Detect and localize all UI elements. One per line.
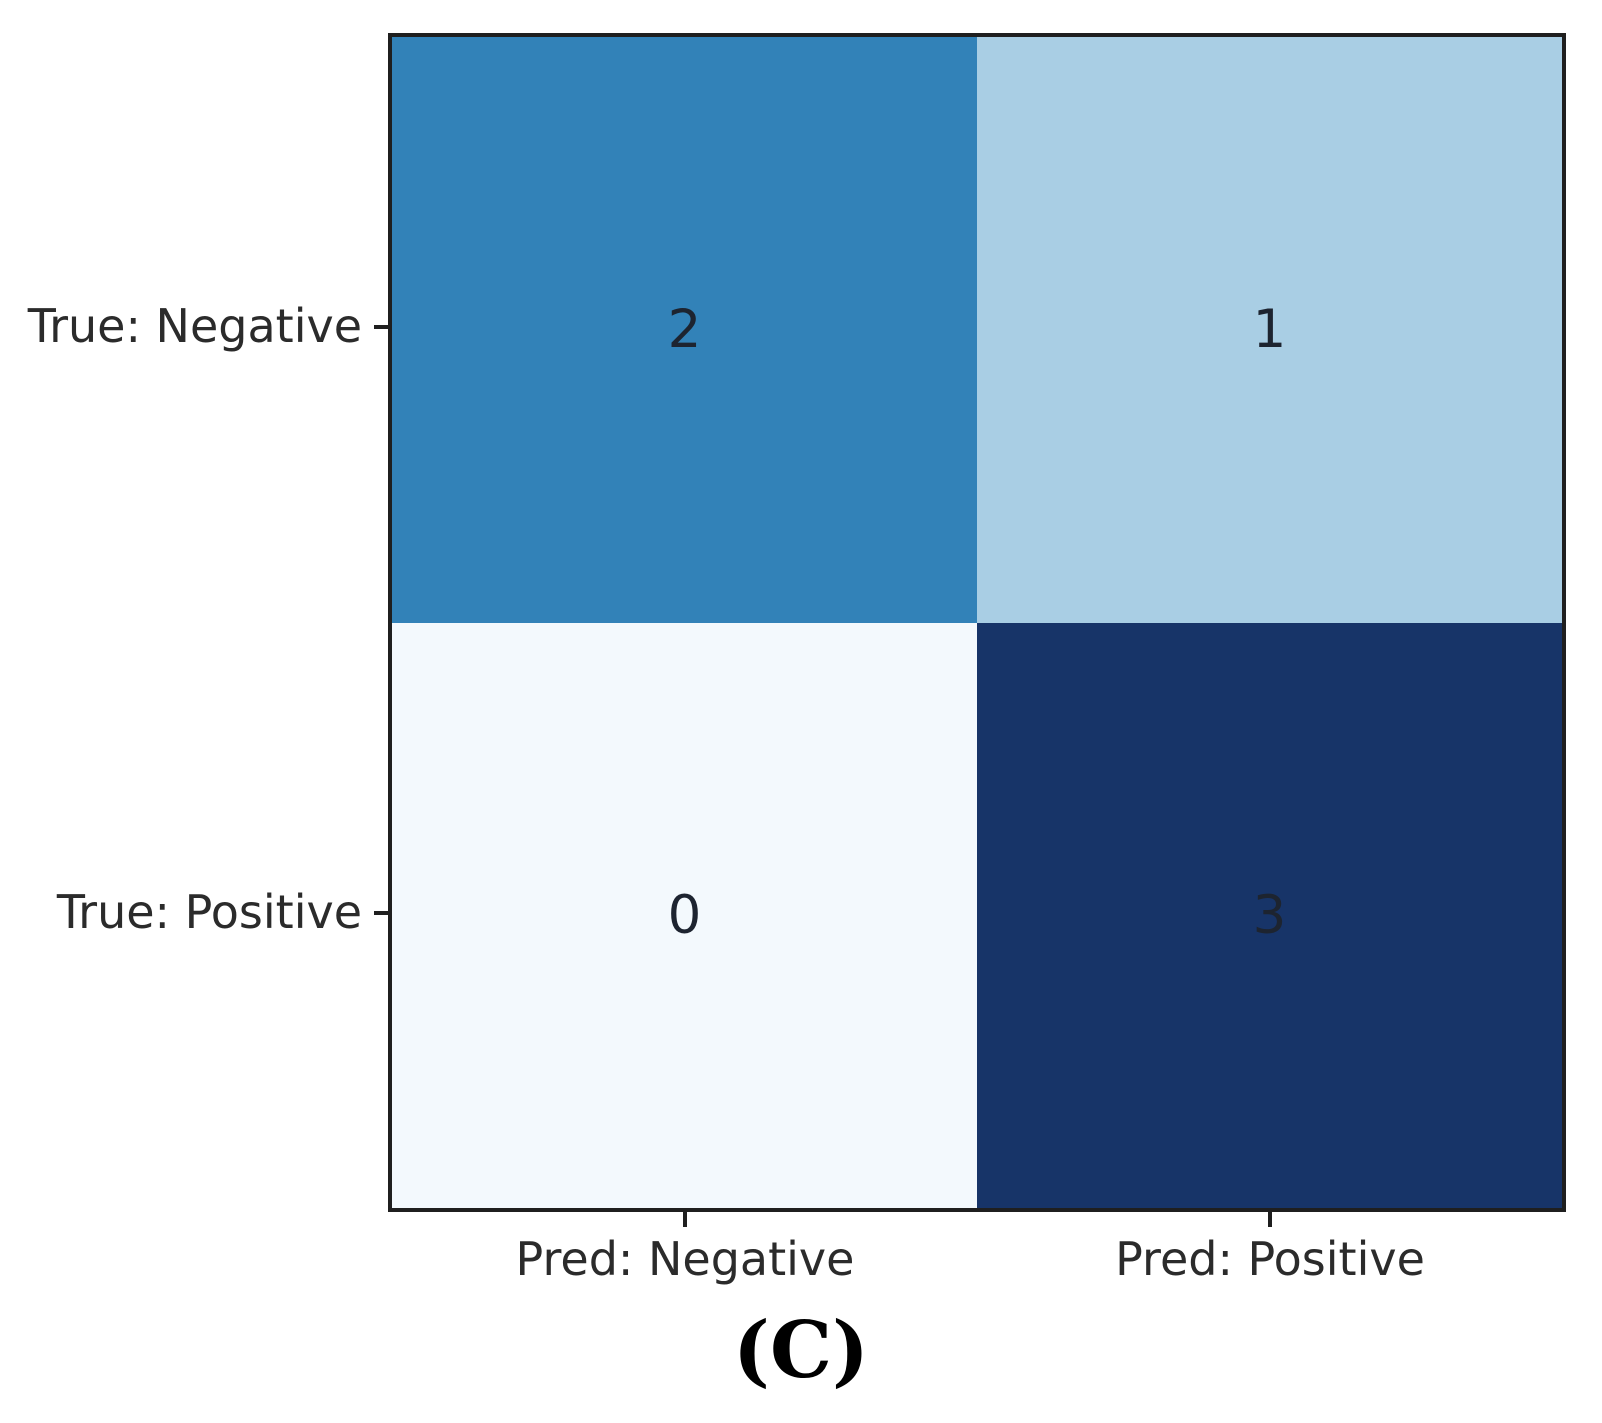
ytick-label-true-negative: True: Negative xyxy=(27,298,362,353)
cell-value-tp: 3 xyxy=(1252,884,1287,946)
cell-value-fp: 1 xyxy=(1252,299,1287,361)
heatmap-grid: 2 1 0 3 xyxy=(388,33,1566,1212)
xtick-mark-left xyxy=(683,1212,687,1227)
ytick-mark-bottom xyxy=(374,911,389,915)
xtick-label-pred-positive: Pred: Positive xyxy=(1115,1232,1425,1286)
cell-value-fn: 0 xyxy=(667,884,702,946)
xtick-label-pred-negative: Pred: Negative xyxy=(515,1232,855,1286)
figure-caption: (C) xyxy=(733,1305,869,1396)
heatmap-cell-tp: 3 xyxy=(977,622,1562,1208)
heatmap-cell-fn: 0 xyxy=(392,622,977,1208)
heatmap-cell-fp: 1 xyxy=(977,37,1562,623)
heatmap-cell-tn: 2 xyxy=(392,37,977,623)
cell-value-tn: 2 xyxy=(667,299,702,361)
ytick-mark-top xyxy=(374,325,389,329)
xtick-mark-right xyxy=(1268,1212,1272,1227)
ytick-label-true-positive: True: Positive xyxy=(56,884,362,939)
